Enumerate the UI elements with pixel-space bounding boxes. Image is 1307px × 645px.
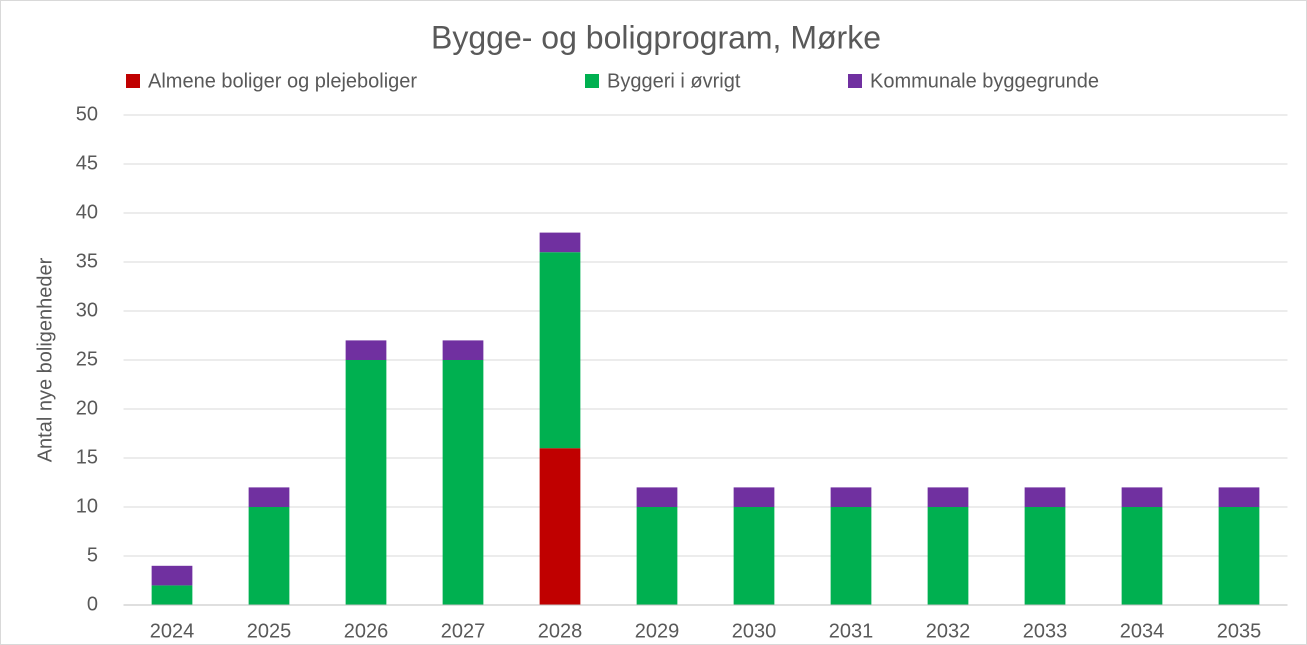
x-tick-label: 2033 [1023, 620, 1068, 642]
legend-label: Kommunale byggegrunde [870, 70, 1099, 92]
bar-segment [151, 565, 193, 586]
x-tick-label: 2026 [344, 620, 389, 642]
y-tick-label: 45 [76, 152, 98, 174]
legend-swatch [126, 74, 140, 88]
bar-segment [733, 507, 775, 605]
legend-label: Byggeri i øvrigt [607, 70, 741, 92]
bar-segment [539, 252, 581, 449]
bar-segment [830, 507, 872, 605]
bar-segment [151, 585, 193, 605]
bar-segment [830, 487, 872, 507]
y-tick-label: 5 [87, 544, 98, 566]
bar-segment [1121, 507, 1163, 605]
legend-label: Almene boliger og plejeboliger [148, 70, 417, 92]
bar-segment [539, 448, 581, 605]
x-tick-label: 2030 [732, 620, 777, 642]
bar-segment [927, 507, 969, 605]
legend-swatch [585, 74, 599, 88]
x-tick-label: 2028 [538, 620, 583, 642]
bar-segment [539, 232, 581, 253]
y-tick-label: 10 [76, 495, 98, 517]
bar-segment [1121, 487, 1163, 507]
legend-swatch [848, 74, 862, 88]
y-tick-label: 40 [76, 201, 98, 223]
bar-segment [1024, 487, 1066, 507]
x-tick-label: 2035 [1217, 620, 1262, 642]
bar-segment [1024, 507, 1066, 605]
bar-segment [636, 507, 678, 605]
x-tick-label: 2029 [635, 620, 680, 642]
bar-segment [345, 360, 387, 605]
y-axis-label: Antal nye boligenheder [34, 257, 56, 462]
x-tick-label: 2031 [829, 620, 874, 642]
chart-title: Bygge- og boligprogram, Mørke [431, 19, 881, 55]
bar-segment [927, 487, 969, 507]
x-tick-label: 2032 [926, 620, 971, 642]
y-tick-label: 20 [76, 397, 98, 419]
bar-segment [636, 487, 678, 507]
y-tick-label: 35 [76, 250, 98, 272]
x-tick-label: 2034 [1120, 620, 1165, 642]
bar-segment [345, 340, 387, 360]
y-tick-label: 15 [76, 446, 98, 468]
bar-segment [1218, 507, 1260, 605]
x-tick-label: 2024 [150, 620, 195, 642]
bar-segment [248, 487, 290, 507]
x-tick-label: 2027 [441, 620, 486, 642]
bar-segment [1218, 487, 1260, 507]
y-tick-label: 25 [76, 348, 98, 370]
x-tick-label: 2025 [247, 620, 292, 642]
bar-segment [442, 340, 484, 360]
bar-segment [248, 507, 290, 605]
bar-segment [733, 487, 775, 507]
bar-segment [442, 360, 484, 605]
y-tick-label: 0 [87, 593, 98, 615]
y-tick-label: 50 [76, 103, 98, 125]
y-tick-label: 30 [76, 299, 98, 321]
